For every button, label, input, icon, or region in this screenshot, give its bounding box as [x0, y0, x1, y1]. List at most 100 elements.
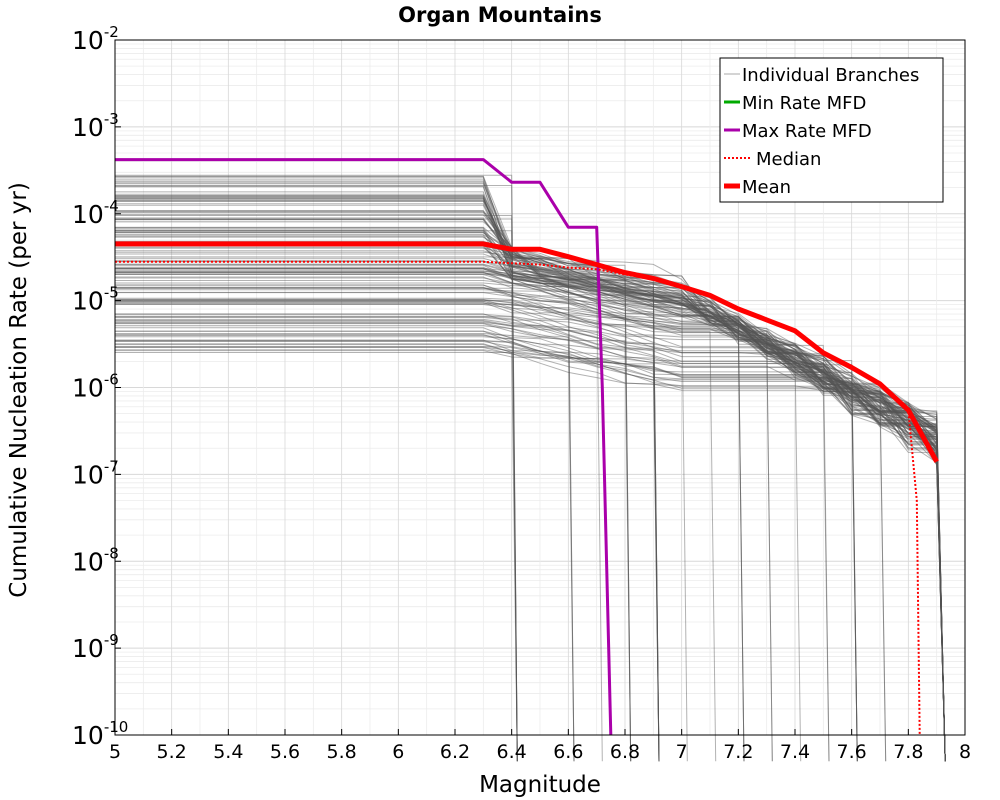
- branch-line: [115, 260, 946, 762]
- branch-line: [115, 298, 830, 762]
- branch-line: [115, 200, 946, 762]
- branch-line: [115, 177, 946, 762]
- branch-line: [115, 245, 946, 762]
- x-tick-label: 7.2: [723, 741, 753, 763]
- branch-line: [115, 339, 946, 762]
- y-tick-label: 10-10: [72, 718, 128, 750]
- branch-line: [115, 234, 946, 762]
- branch-line: [115, 352, 518, 762]
- x-tick-label: 6.4: [497, 741, 527, 763]
- branch-line: [115, 346, 946, 762]
- branch-line: [115, 197, 946, 762]
- x-tick-label: 7.8: [893, 741, 923, 763]
- branch-line: [115, 179, 946, 762]
- branch-line: [115, 267, 887, 762]
- branch-line: [115, 286, 946, 762]
- x-tick-label: 5.6: [270, 741, 300, 763]
- branch-line: [115, 234, 946, 762]
- branch-line: [115, 340, 946, 762]
- x-tick-label: 5.8: [327, 741, 357, 763]
- y-tick-label: 10-4: [72, 197, 119, 229]
- branch-line: [115, 287, 946, 762]
- branch-line: [115, 317, 946, 762]
- branch-line: [115, 244, 946, 762]
- branch-line: [115, 230, 518, 762]
- branch-line: [115, 340, 946, 762]
- y-tick-label: 10-6: [72, 371, 119, 403]
- x-tick-label: 5.4: [213, 741, 243, 763]
- branch-line: [115, 318, 946, 762]
- branch-line: [115, 284, 946, 762]
- branch-line: [115, 218, 946, 762]
- branch-line: [115, 193, 946, 762]
- legend-label: Min Rate MFD: [742, 93, 866, 114]
- branch-line: [115, 270, 946, 762]
- branch-line: [115, 287, 518, 762]
- branch-line: [115, 343, 946, 762]
- branch-line: [115, 325, 632, 762]
- branch-line: [115, 204, 946, 762]
- branch-line: [115, 180, 946, 762]
- x-tick-label: 8: [959, 741, 971, 763]
- branch-line: [115, 272, 946, 762]
- legend-label: Max Rate MFD: [742, 121, 872, 142]
- branch-line: [115, 282, 946, 762]
- branch-line: [115, 232, 946, 762]
- branch-line: [115, 272, 946, 762]
- x-tick-label: 6: [392, 741, 404, 763]
- branch-line: [115, 245, 946, 762]
- y-tick-label: 10-5: [72, 284, 119, 316]
- branch-line: [115, 341, 946, 762]
- branch-line: [115, 198, 946, 762]
- branch-line: [115, 214, 575, 762]
- branch-line: [115, 315, 946, 762]
- branch-line: [115, 251, 946, 762]
- branch-line: [115, 289, 858, 762]
- branch-line: [115, 261, 946, 762]
- branch-line: [115, 260, 946, 762]
- legend-label: Median: [756, 149, 821, 170]
- branch-line: [115, 299, 717, 762]
- branch-line: [115, 196, 946, 762]
- branch-line: [115, 268, 745, 762]
- branch-line: [115, 346, 946, 762]
- branch-line: [115, 217, 632, 762]
- branch-line: [115, 336, 946, 762]
- branch-line: [115, 226, 887, 762]
- branch-line: [115, 268, 946, 762]
- branch-line: [115, 304, 858, 762]
- branch-line: [115, 273, 946, 762]
- branch-line: [115, 176, 946, 762]
- branch-line: [115, 227, 946, 762]
- branch-line: [115, 242, 858, 762]
- branch-line: [115, 327, 946, 762]
- branch-line: [115, 185, 518, 762]
- branch-line: [115, 231, 946, 762]
- branch-line: [115, 236, 632, 762]
- x-tick-label: 6.6: [553, 741, 583, 763]
- branch-line: [115, 344, 946, 762]
- branch-line: [115, 257, 946, 762]
- branch-line: [115, 229, 946, 762]
- branch-line: [115, 297, 946, 762]
- series-line-mean: [115, 241, 939, 463]
- branch-line: [115, 200, 946, 762]
- branch-line: [115, 271, 745, 762]
- branch-line: [115, 284, 802, 762]
- ticks: 5 5.2 5.4 5.6 5.8 6 6.2 6.4 6.6 6.8 7 7.2 7.4 7.6 7.8 8…: [72, 23, 971, 763]
- legend-label: Individual Branches: [742, 65, 919, 86]
- legend-box: [719, 57, 944, 203]
- branch-line: [115, 322, 660, 762]
- branch-line: [115, 280, 946, 762]
- legend: Individual Branches Min Rate MFD Max Rate …: [719, 57, 944, 203]
- x-tick-label: 7: [676, 741, 688, 763]
- x-tick-label: 6.2: [440, 741, 470, 763]
- branch-line: [115, 267, 946, 762]
- branch-line: [115, 197, 946, 762]
- branch-line: [115, 292, 946, 762]
- branch-line: [115, 228, 946, 762]
- y-tick-label: 10-9: [72, 631, 119, 663]
- branch-line: [115, 183, 632, 762]
- branch-line: [115, 291, 946, 762]
